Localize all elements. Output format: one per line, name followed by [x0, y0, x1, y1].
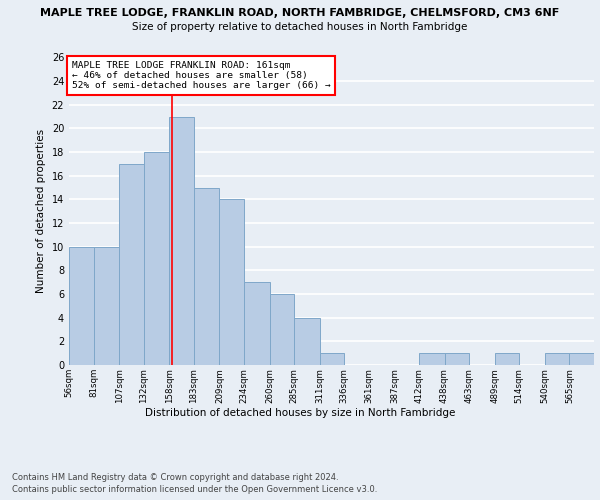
Text: MAPLE TREE LODGE, FRANKLIN ROAD, NORTH FAMBRIDGE, CHELMSFORD, CM3 6NF: MAPLE TREE LODGE, FRANKLIN ROAD, NORTH F…	[40, 8, 560, 18]
Bar	[169, 116, 194, 365]
Text: Contains HM Land Registry data © Crown copyright and database right 2024.: Contains HM Land Registry data © Crown c…	[12, 472, 338, 482]
Text: MAPLE TREE LODGE FRANKLIN ROAD: 161sqm
← 46% of detached houses are smaller (58): MAPLE TREE LODGE FRANKLIN ROAD: 161sqm ←…	[71, 60, 331, 90]
Bar	[144, 152, 169, 365]
Bar	[269, 294, 294, 365]
Bar	[320, 353, 344, 365]
Bar	[445, 353, 469, 365]
Bar	[419, 353, 445, 365]
Bar	[495, 353, 519, 365]
Text: Contains public sector information licensed under the Open Government Licence v3: Contains public sector information licen…	[12, 485, 377, 494]
Bar	[244, 282, 269, 365]
Bar	[220, 200, 244, 365]
Text: Size of property relative to detached houses in North Fambridge: Size of property relative to detached ho…	[133, 22, 467, 32]
Y-axis label: Number of detached properties: Number of detached properties	[36, 129, 46, 294]
Bar	[194, 188, 220, 365]
Bar	[294, 318, 320, 365]
Text: Distribution of detached houses by size in North Fambridge: Distribution of detached houses by size …	[145, 408, 455, 418]
Bar	[545, 353, 569, 365]
Bar	[94, 246, 119, 365]
Bar	[569, 353, 594, 365]
Bar	[69, 246, 94, 365]
Bar	[119, 164, 144, 365]
